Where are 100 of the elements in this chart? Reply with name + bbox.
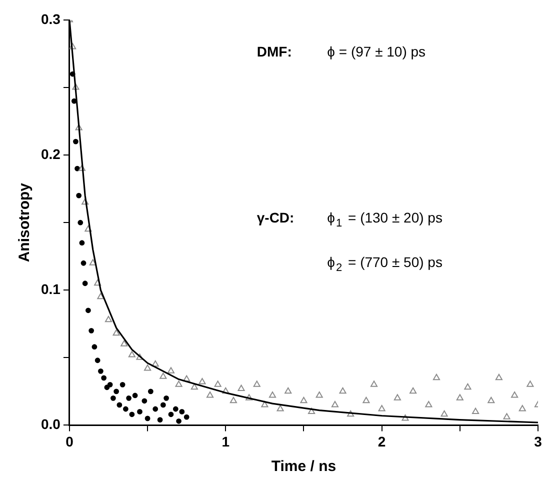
point — [167, 367, 175, 374]
point — [246, 394, 253, 400]
point — [464, 383, 472, 390]
point — [214, 380, 222, 387]
point — [495, 374, 502, 380]
point — [76, 192, 82, 198]
point — [175, 380, 182, 387]
point — [114, 388, 120, 394]
x-tick-label: 3 — [534, 433, 542, 450]
point — [152, 406, 158, 412]
point — [179, 408, 185, 414]
point — [110, 395, 116, 401]
point — [86, 308, 91, 314]
point — [168, 412, 174, 418]
annotation: γ-CD: — [256, 209, 294, 226]
point — [69, 43, 76, 50]
point — [120, 382, 126, 388]
point — [73, 138, 78, 144]
x-tick-label: 1 — [222, 433, 230, 450]
point — [284, 387, 292, 394]
point — [164, 395, 169, 401]
point — [238, 384, 245, 391]
point — [511, 391, 518, 398]
y-tick-label: 0.2 — [40, 146, 61, 162]
point — [432, 374, 440, 380]
point — [101, 375, 107, 381]
point — [190, 383, 198, 390]
point — [122, 406, 128, 412]
y-tick-label: 0.1 — [40, 280, 61, 297]
point — [104, 316, 112, 322]
point — [183, 375, 190, 382]
point — [120, 340, 128, 346]
point — [74, 166, 80, 172]
point — [128, 350, 136, 358]
point — [176, 418, 182, 424]
point — [129, 412, 135, 418]
point — [184, 414, 190, 420]
point — [126, 395, 132, 401]
point — [148, 388, 154, 394]
point — [316, 391, 323, 398]
point — [230, 396, 237, 404]
point — [268, 391, 276, 398]
point — [144, 416, 150, 422]
point — [276, 404, 284, 412]
point — [362, 396, 370, 404]
point — [402, 414, 409, 421]
point — [84, 225, 92, 232]
point — [172, 406, 178, 412]
point — [160, 372, 167, 379]
point — [160, 402, 166, 408]
point — [107, 382, 113, 388]
point — [410, 387, 417, 394]
point — [308, 408, 316, 414]
point — [78, 164, 86, 171]
point — [331, 400, 338, 408]
point — [97, 292, 104, 300]
point — [152, 360, 159, 367]
point — [92, 344, 98, 350]
point — [378, 404, 386, 412]
point — [136, 354, 144, 360]
point — [157, 417, 163, 422]
point — [132, 392, 138, 398]
point — [82, 198, 89, 205]
point — [518, 404, 526, 412]
point — [78, 220, 84, 226]
point — [300, 396, 308, 404]
point — [347, 410, 354, 417]
point — [98, 368, 104, 374]
point — [339, 387, 346, 394]
point — [116, 402, 122, 408]
point — [503, 413, 510, 420]
point — [222, 387, 230, 394]
point — [142, 398, 148, 404]
point — [206, 391, 214, 398]
point — [75, 124, 82, 130]
annotation: DMF: — [256, 43, 292, 60]
point — [72, 84, 80, 90]
point — [88, 328, 94, 334]
point — [80, 260, 86, 266]
point — [253, 380, 260, 387]
point — [472, 408, 480, 414]
x-tick-label: 2 — [378, 433, 386, 450]
point — [137, 408, 142, 414]
x-tick-label: 0 — [66, 433, 74, 450]
point — [112, 329, 120, 336]
point — [144, 364, 152, 371]
x-axis-title: Time / ns — [271, 458, 336, 476]
annotation: ϕ = (97 ± 10) ps — [327, 43, 426, 60]
point — [94, 358, 100, 364]
point — [82, 280, 88, 286]
point — [94, 279, 102, 286]
point — [394, 394, 401, 400]
point — [425, 400, 432, 408]
point — [198, 378, 206, 384]
point — [89, 259, 96, 266]
y-tick-label: 0.0 — [40, 416, 61, 432]
y-tick-label: 0.3 — [40, 10, 61, 27]
y-axis-title: Anisotropy — [16, 182, 34, 262]
point — [370, 380, 378, 387]
point — [79, 240, 85, 246]
